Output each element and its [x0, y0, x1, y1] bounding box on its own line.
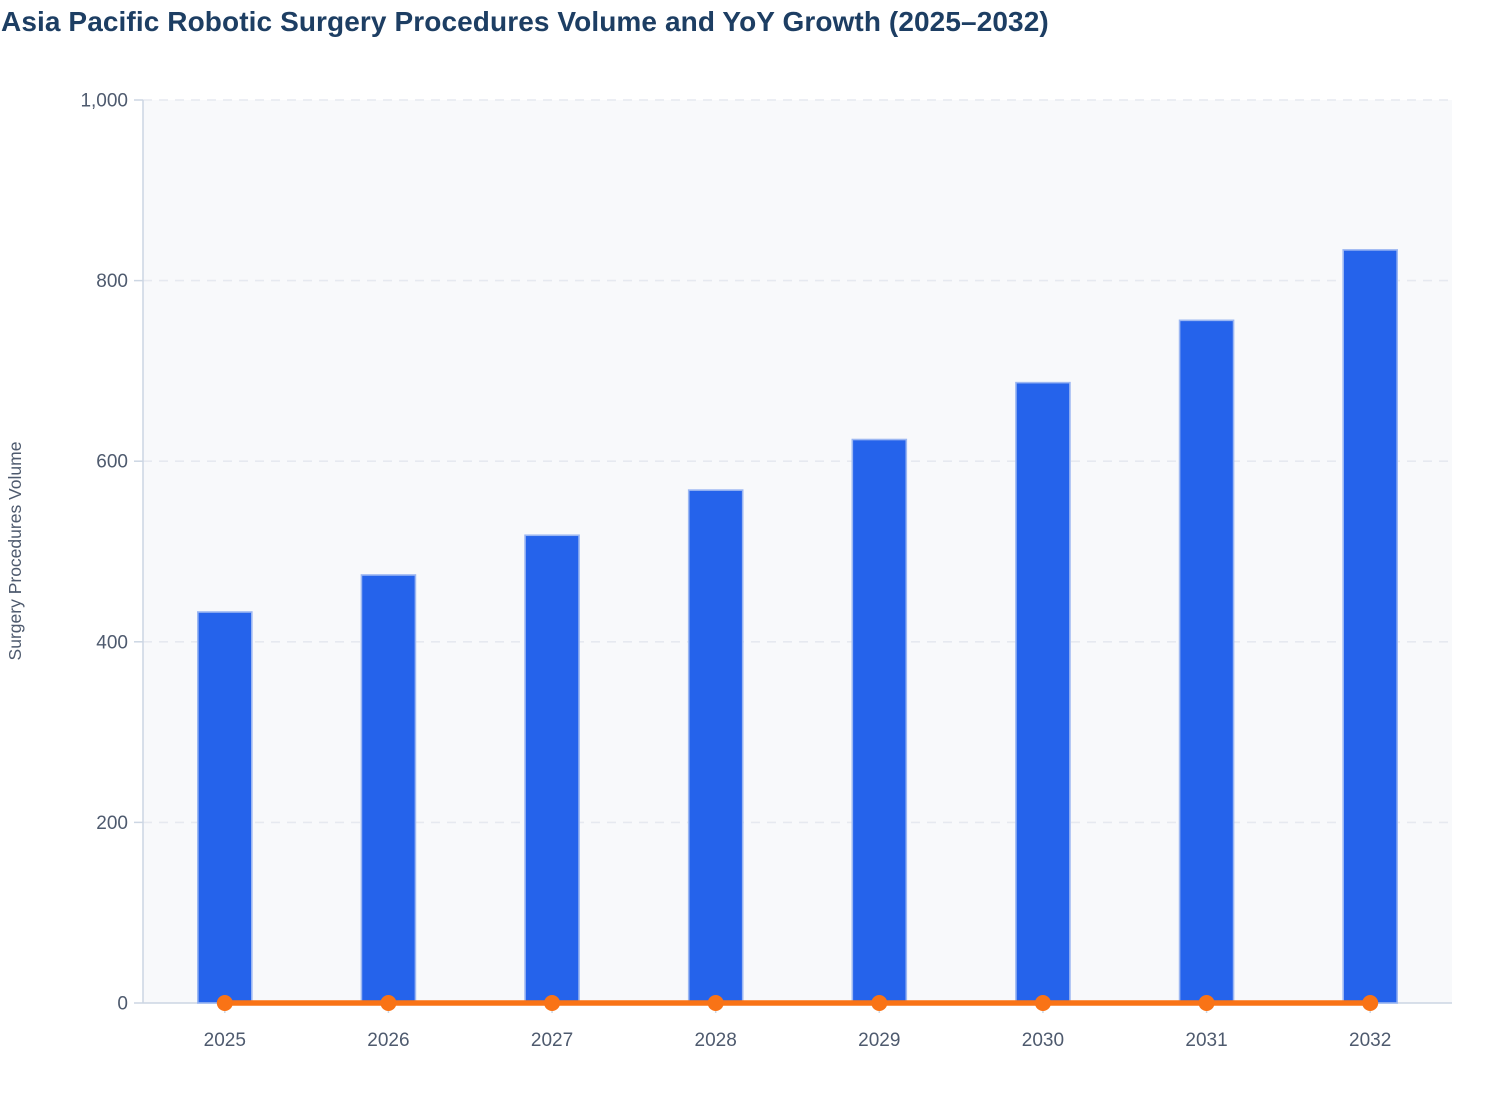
- x-tick-label: 2028: [695, 1030, 737, 1051]
- yoy-growth-marker-2030[interactable]: [1034, 995, 1051, 1011]
- x-tick-label: 2027: [531, 1030, 573, 1051]
- yoy-growth-marker-2031[interactable]: [1198, 995, 1215, 1011]
- bar-2029[interactable]: [851, 438, 908, 1004]
- x-tick-label: 2026: [367, 1030, 409, 1051]
- y-tick-label: 0: [117, 993, 128, 1014]
- bar-2026[interactable]: [360, 574, 417, 1004]
- yoy-growth-marker-2032[interactable]: [1362, 995, 1379, 1011]
- x-tick-label: 2030: [1022, 1030, 1064, 1051]
- yoy-growth-marker-2029[interactable]: [871, 995, 888, 1011]
- y-tick-label: 1,000: [80, 90, 128, 111]
- y-tick-label: 800: [96, 271, 128, 292]
- yoy-growth-marker-2027[interactable]: [544, 995, 561, 1011]
- bar-2027[interactable]: [524, 534, 580, 1004]
- yoy-growth-marker-2026[interactable]: [380, 995, 397, 1011]
- plot-area: [143, 100, 1452, 1003]
- bar-2025[interactable]: [197, 611, 253, 1004]
- x-tick-label: 2025: [204, 1030, 246, 1051]
- y-tick-label: 600: [96, 452, 128, 473]
- yoy-growth-marker-2025[interactable]: [216, 995, 233, 1011]
- y-tick-label: 400: [96, 632, 128, 653]
- bars-layer: [197, 249, 1398, 1004]
- bar-2028[interactable]: [687, 489, 744, 1004]
- chart-title: Asia Pacific Robotic Surgery Procedures …: [1, 6, 1049, 37]
- bar-2030[interactable]: [1015, 381, 1071, 1004]
- x-tick-label: 2031: [1185, 1030, 1227, 1051]
- tick-labels-layer: 0 200 400 600 800 1,000 2025 2026 2027 2028 2029 20…: [80, 90, 1391, 1051]
- y-axis-title: Surgery Procedures Volume: [5, 442, 25, 661]
- yoy-line-layer: [216, 995, 1379, 1011]
- bar-2032[interactable]: [1342, 249, 1398, 1004]
- y-tick-label: 200: [96, 813, 128, 834]
- x-tick-label: 2032: [1349, 1030, 1391, 1051]
- yoy-growth-marker-2028[interactable]: [707, 995, 724, 1011]
- x-tick-label: 2029: [858, 1030, 900, 1051]
- bar-2031[interactable]: [1178, 319, 1235, 1004]
